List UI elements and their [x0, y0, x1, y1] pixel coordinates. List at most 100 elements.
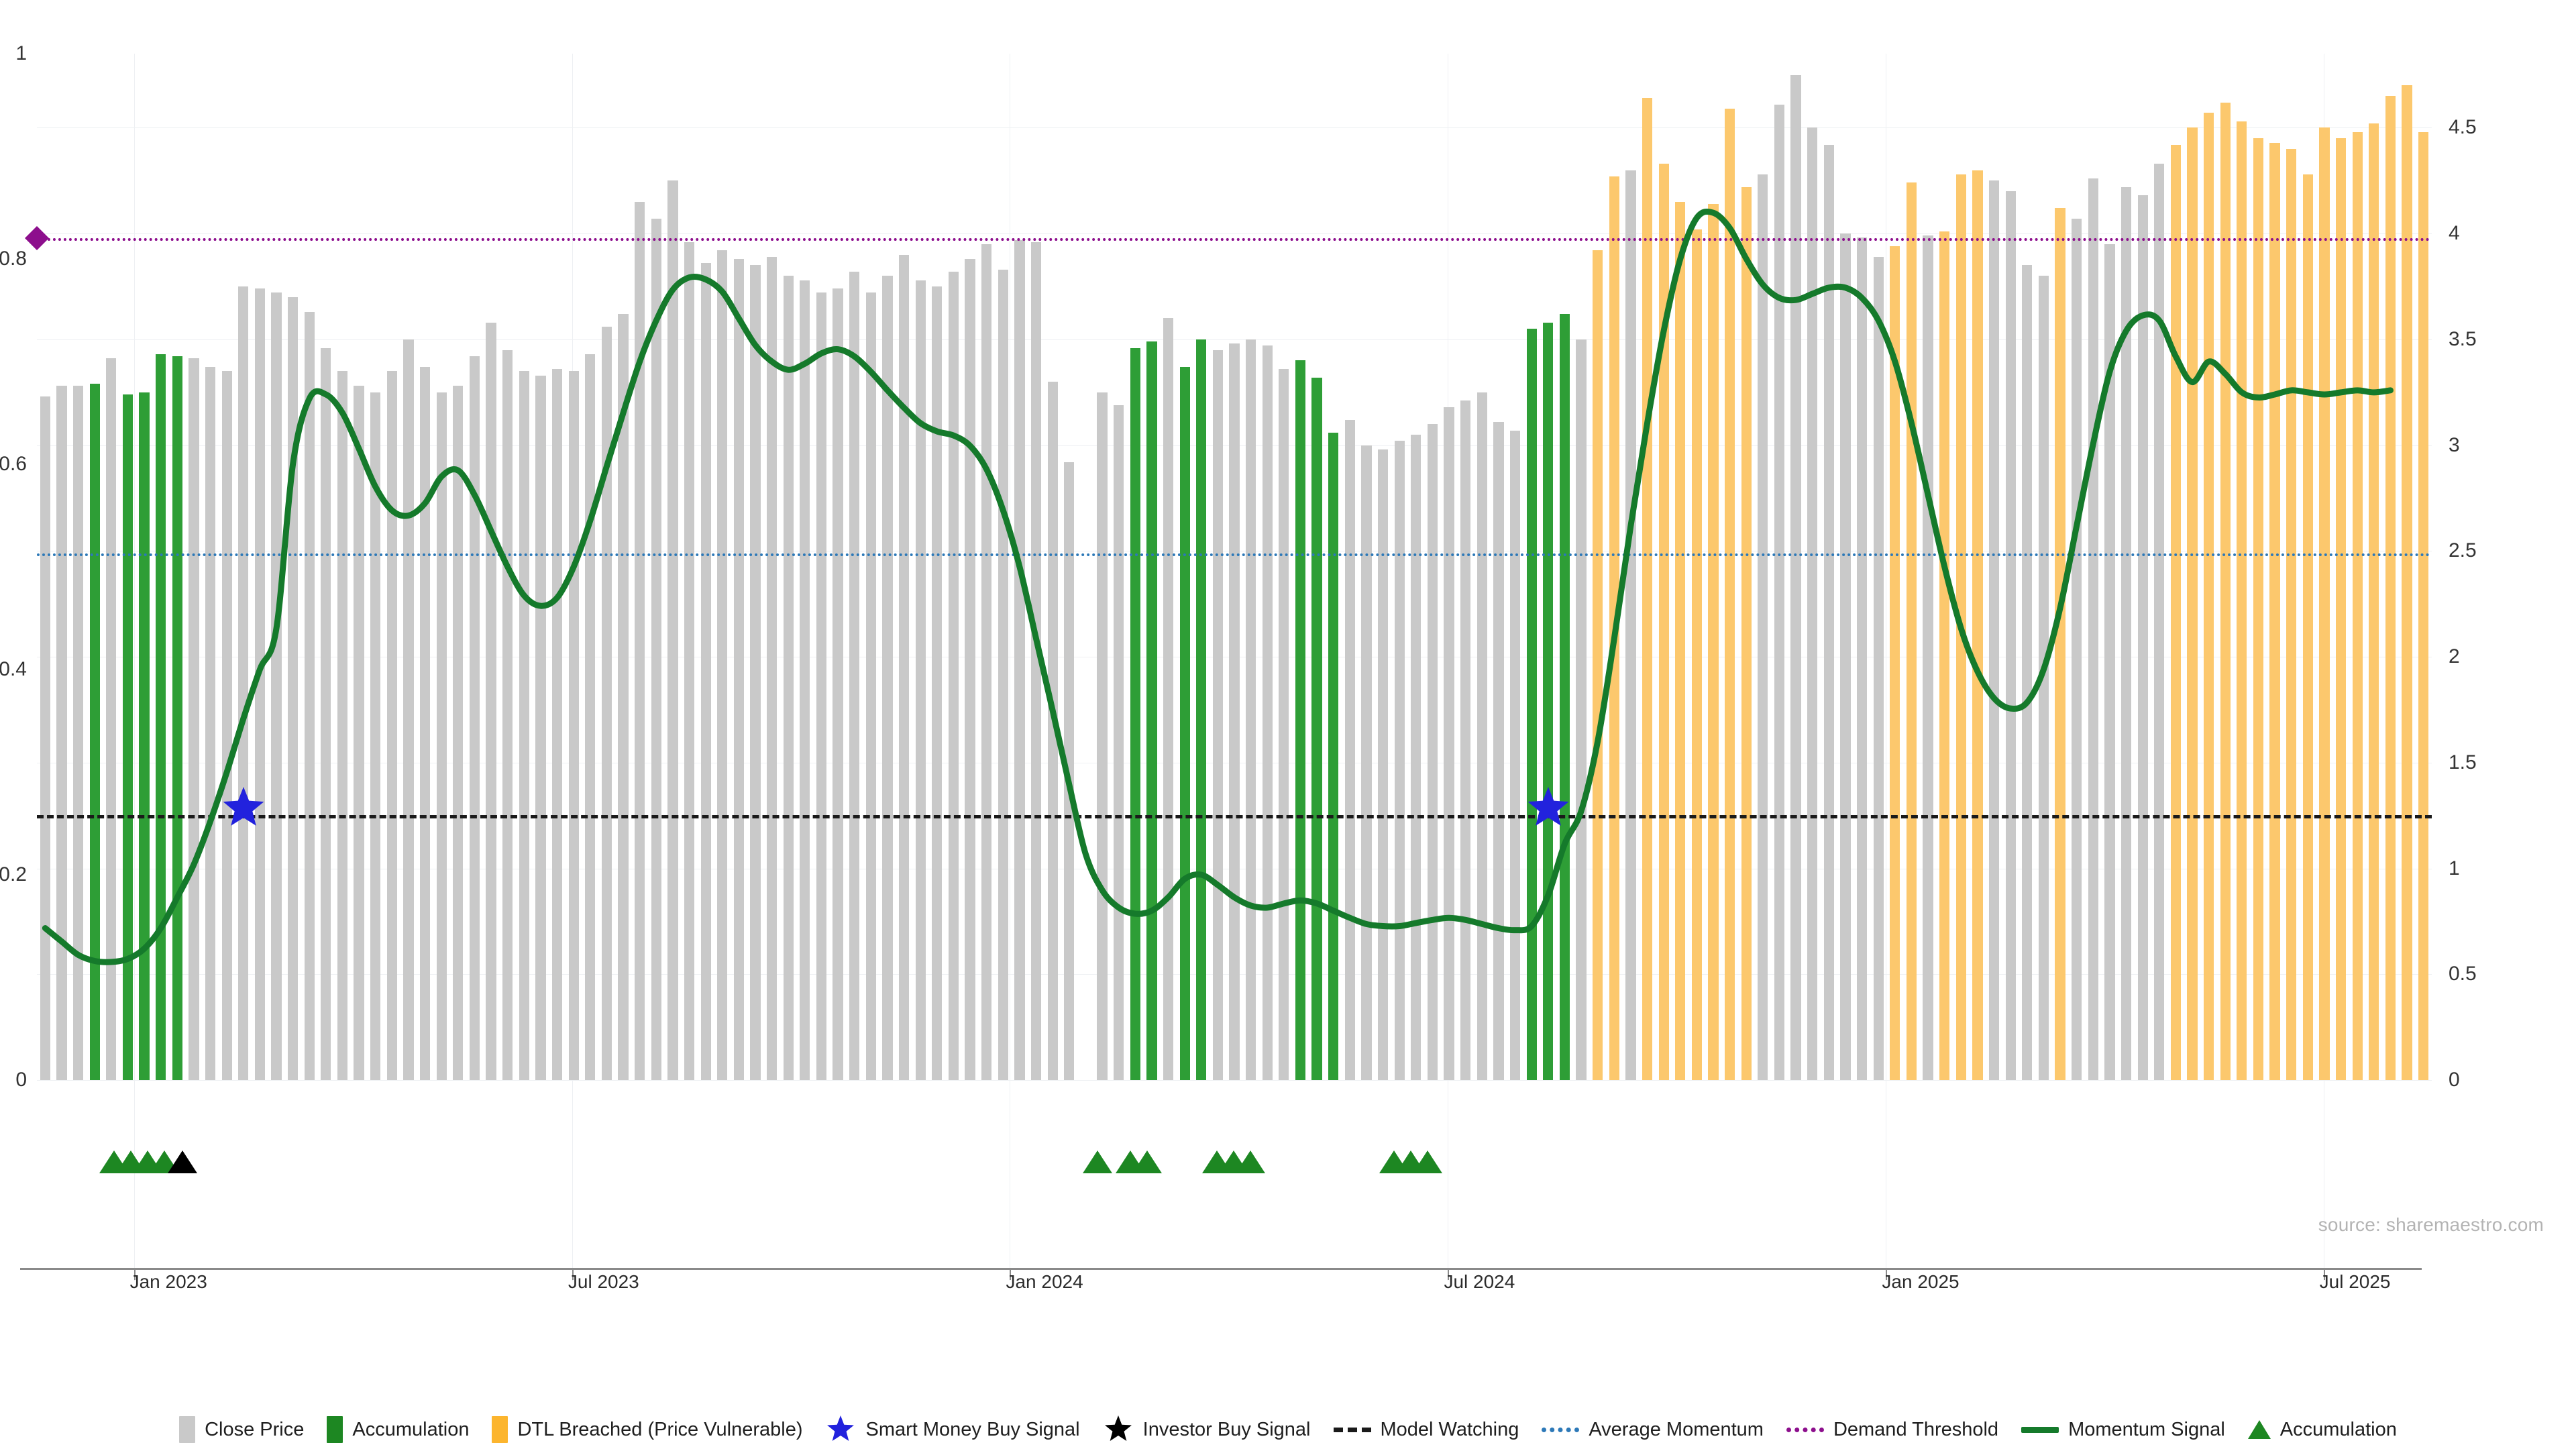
price-bar	[948, 271, 959, 1080]
price-bar	[1163, 318, 1174, 1080]
price-bar	[56, 386, 67, 1080]
legend-item-accumulation-triangle[interactable]: Accumulation	[2247, 1419, 2397, 1441]
demand-threshold-line	[37, 238, 2432, 241]
price-bar	[2352, 131, 2363, 1080]
plot-inner	[25, 54, 2432, 1281]
vertical-gridline	[133, 54, 135, 1281]
legend-item-average-momentum[interactable]: Average Momentum	[1542, 1419, 1764, 1441]
price-bar	[717, 250, 728, 1080]
legend-item-label: Accumulation	[352, 1418, 470, 1440]
legend-item-momentum-signal[interactable]: Momentum Signal	[2021, 1419, 2225, 1441]
accumulation-triangle-marker	[1132, 1150, 1163, 1173]
price-bar	[2187, 127, 2198, 1080]
smart-money-buy-signal-star-icon[interactable]	[219, 784, 268, 833]
source-attribution: source: sharemaestro.com	[2318, 1214, 2544, 1235]
y-axis-left-tick-label: 1	[15, 42, 27, 64]
legend-swatch-icon	[492, 1416, 508, 1443]
legend-item-label: Average Momentum	[1589, 1418, 1764, 1440]
price-bar	[453, 386, 464, 1080]
accumulation-triangle-marker	[1413, 1150, 1443, 1173]
y-axis-right-tick-label: 4	[2449, 222, 2460, 245]
price-bar	[783, 276, 794, 1080]
y-axis-right-tick-label: 0	[2449, 1069, 2460, 1091]
price-bar	[1741, 186, 1752, 1080]
price-bar	[321, 347, 331, 1080]
price-bar	[1790, 74, 1801, 1080]
legend-item-label: Model Watching	[1380, 1418, 1519, 1440]
price-bar	[1972, 170, 1983, 1080]
price-bar	[271, 292, 282, 1080]
price-bar	[1873, 256, 1884, 1080]
price-bar	[403, 339, 414, 1080]
y-axis-right-tick-label: 3	[2449, 433, 2460, 456]
x-axis-tick-label: Jan 2024	[1006, 1271, 1083, 1292]
x-axis-tick	[572, 1268, 574, 1280]
price-bar	[932, 286, 943, 1080]
price-bar	[1097, 392, 1108, 1080]
price-bar	[2088, 178, 2098, 1080]
momentum-signal-line	[42, 208, 2394, 965]
model-watching-line	[37, 815, 2432, 819]
price-bar	[1526, 329, 1537, 1080]
price-bar	[1179, 366, 1190, 1080]
price-bar	[205, 366, 216, 1080]
smart-money-buy-signal-star-icon[interactable]	[1524, 784, 1572, 833]
legend-item-dtl-breached[interactable]: DTL Breached (Price Vulnerable)	[492, 1416, 802, 1443]
legend-star-icon	[1104, 1415, 1132, 1441]
price-bar	[733, 259, 744, 1080]
price-bar	[1923, 235, 1933, 1080]
legend-item-investor-buy-signal[interactable]: Investor Buy Signal	[1103, 1414, 1311, 1445]
legend-item-accumulation-bar[interactable]: Accumulation	[327, 1416, 469, 1443]
price-bar	[486, 322, 496, 1080]
price-bar	[1411, 434, 1421, 1080]
gridline	[37, 339, 2432, 340]
legend-item-label: Momentum Signal	[2068, 1418, 2225, 1440]
legend-swatch-icon	[327, 1416, 343, 1443]
legend-item-model-watching[interactable]: Model Watching	[1333, 1418, 1519, 1441]
price-bar	[2072, 219, 2082, 1080]
price-bar	[618, 314, 629, 1080]
price-bar	[1988, 180, 2000, 1080]
price-bar	[1047, 381, 1058, 1080]
price-bar	[386, 371, 397, 1080]
price-bar	[635, 201, 645, 1080]
price-bar	[2286, 148, 2297, 1080]
accumulation-triangle-marker	[168, 1150, 198, 1173]
y-axis-right-tick-label: 1.5	[2449, 751, 2477, 773]
y-axis-right-tick-label: 2	[2449, 645, 2460, 668]
chart-legend: Close Price Accumulation DTL Breached (Pri…	[0, 1414, 2576, 1445]
price-bar	[2203, 113, 2214, 1080]
x-axis-tick-label: Jul 2024	[1444, 1271, 1515, 1292]
price-bar	[1130, 347, 1140, 1080]
y-axis-right-tick-label: 1	[2449, 857, 2460, 879]
price-bar	[1691, 229, 1702, 1080]
x-axis-tick-label: Jul 2025	[2319, 1271, 2391, 1292]
price-bar	[882, 276, 893, 1080]
price-bar	[1840, 233, 1851, 1080]
price-bar	[89, 384, 100, 1080]
price-bar	[2269, 142, 2280, 1080]
y-axis-right-tick-label: 3.5	[2449, 327, 2477, 350]
price-bar	[1890, 246, 1900, 1080]
price-bar	[304, 311, 315, 1080]
price-bar	[2104, 244, 2115, 1080]
gridline	[37, 1080, 2432, 1081]
price-bar	[833, 288, 843, 1080]
y-axis-right-tick-label: 4.5	[2449, 116, 2477, 139]
price-bar	[2237, 121, 2247, 1080]
legend-item-demand-threshold[interactable]: Demand Threshold	[1786, 1419, 1998, 1441]
legend-item-close-price[interactable]: Close Price	[179, 1416, 304, 1443]
legend-item-label: Investor Buy Signal	[1142, 1418, 1311, 1440]
price-bar	[1444, 407, 1454, 1080]
accumulation-triangle-marker	[1083, 1150, 1113, 1173]
price-bar	[1939, 231, 1950, 1080]
price-bar	[816, 292, 827, 1080]
price-bar	[1030, 241, 1042, 1080]
price-bar	[2137, 195, 2148, 1080]
price-bar	[2319, 127, 2330, 1080]
price-bar	[221, 371, 232, 1080]
price-bar	[766, 256, 777, 1080]
price-bar	[419, 366, 431, 1080]
price-bar	[2220, 102, 2231, 1080]
legend-item-smart-money-buy-signal[interactable]: Smart Money Buy Signal	[825, 1414, 1080, 1445]
